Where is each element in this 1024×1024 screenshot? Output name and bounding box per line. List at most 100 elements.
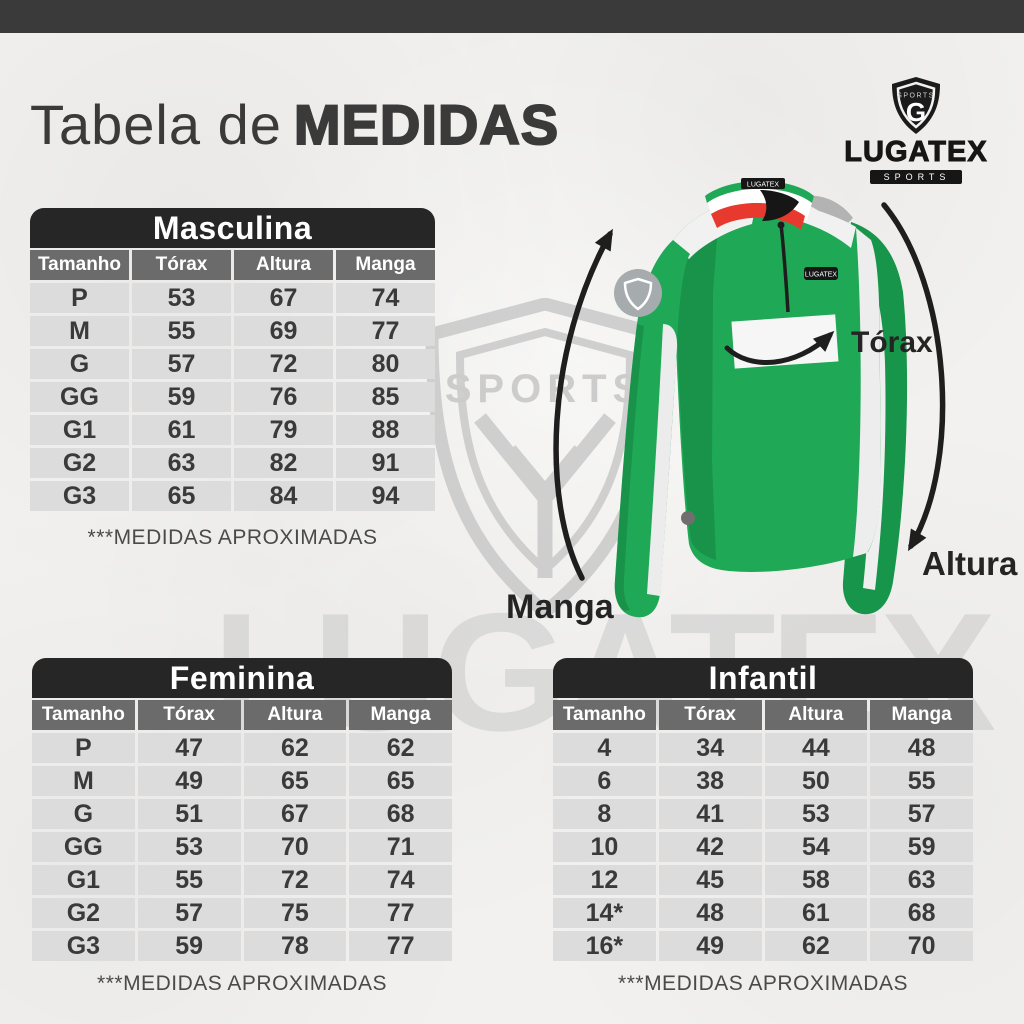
- brand-tagline: SPORTS: [869, 170, 963, 184]
- value-cell: 71: [349, 832, 452, 862]
- column-header: Tórax: [132, 250, 231, 280]
- size-cell: P: [30, 283, 129, 313]
- value-cell: 72: [243, 865, 347, 895]
- size-cell: G: [30, 349, 129, 379]
- size-cell: 16*: [553, 931, 656, 961]
- value-cell: 49: [658, 931, 762, 961]
- value-cell: 57: [870, 799, 973, 829]
- value-cell: 59: [870, 832, 973, 862]
- value-cell: 88: [336, 415, 435, 445]
- value-cell: 55: [870, 766, 973, 796]
- value-cell: 94: [336, 481, 435, 511]
- manga-label: Manga: [506, 588, 614, 626]
- size-table-masculina: Masculina Tamanho Tórax Altura Manga P 53 67 74…: [30, 208, 435, 511]
- size-cell: 14*: [553, 898, 656, 928]
- value-cell: 78: [243, 931, 347, 961]
- value-cell: 55: [132, 316, 231, 346]
- value-cell: 44: [764, 733, 868, 763]
- size-cell: 4: [553, 733, 656, 763]
- column-header: Altura: [234, 250, 333, 280]
- size-cell: G2: [30, 448, 129, 478]
- column-header: Manga: [870, 700, 973, 730]
- table-note: ***MEDIDAS APROXIMADAS: [87, 526, 378, 549]
- value-cell: 65: [243, 766, 347, 796]
- altura-label: Altura: [922, 545, 1018, 582]
- value-cell: 76: [234, 382, 333, 412]
- column-header: Altura: [764, 700, 868, 730]
- table-title: Infantil: [553, 658, 973, 698]
- value-cell: 41: [658, 799, 762, 829]
- value-cell: 77: [349, 898, 452, 928]
- watermark-shield-text: SPORTS: [445, 367, 645, 411]
- watermark-shield: SPORTS: [425, 298, 665, 618]
- value-cell: 62: [764, 931, 868, 961]
- column-header: Tamanho: [553, 700, 656, 730]
- value-cell: 50: [764, 766, 868, 796]
- torax-arrow: [724, 330, 835, 365]
- brand-name: LUGATEX: [844, 136, 988, 168]
- value-cell: 34: [658, 733, 762, 763]
- value-cell: 82: [234, 448, 333, 478]
- size-cell: P: [32, 733, 135, 763]
- value-cell: 63: [870, 865, 973, 895]
- value-cell: 51: [137, 799, 241, 829]
- size-cell: 6: [553, 766, 656, 796]
- value-cell: 55: [137, 865, 241, 895]
- value-cell: 38: [658, 766, 762, 796]
- value-cell: 69: [234, 316, 333, 346]
- column-header: Tamanho: [32, 700, 135, 730]
- value-cell: 80: [336, 349, 435, 379]
- value-cell: 68: [870, 898, 973, 928]
- value-cell: 74: [336, 283, 435, 313]
- table-note: ***MEDIDAS APROXIMADAS: [97, 972, 387, 995]
- size-cell: M: [30, 316, 129, 346]
- table-title: Feminina: [32, 658, 452, 698]
- value-cell: 47: [137, 733, 241, 763]
- brand-monogram: G: [906, 97, 926, 127]
- size-cell: G1: [30, 415, 129, 445]
- measurement-arrows: [553, 202, 946, 581]
- value-cell: 54: [764, 832, 868, 862]
- value-cell: 77: [336, 316, 435, 346]
- value-cell: 65: [349, 766, 452, 796]
- value-cell: 42: [658, 832, 762, 862]
- value-cell: 72: [234, 349, 333, 379]
- value-cell: 62: [243, 733, 347, 763]
- value-cell: 62: [349, 733, 452, 763]
- column-header: Tórax: [658, 700, 762, 730]
- table-title: Masculina: [30, 208, 435, 248]
- table-grid: Tamanho Tórax Altura Manga P 53 67 74 M 55 69 77 G 57…: [30, 250, 435, 511]
- value-cell: 57: [137, 898, 241, 928]
- page-title: Tabela de MEDIDAS: [30, 92, 559, 157]
- value-cell: 57: [132, 349, 231, 379]
- size-cell: 10: [553, 832, 656, 862]
- size-table-feminina: Feminina Tamanho Tórax Altura Manga P 47 62 62 M…: [32, 658, 452, 961]
- column-header: Manga: [349, 700, 452, 730]
- value-cell: 58: [764, 865, 868, 895]
- column-header: Manga: [336, 250, 435, 280]
- value-cell: 45: [658, 865, 762, 895]
- table-grid: Tamanho Tórax Altura Manga 4 34 44 48 6 38 50 55 8 41…: [553, 700, 973, 961]
- shirt-illustration: LUGATEX LUGATEX: [614, 178, 908, 618]
- value-cell: 48: [658, 898, 762, 928]
- size-cell: GG: [32, 832, 135, 862]
- brand-shield-band-text: SPORTS: [897, 93, 935, 100]
- value-cell: 74: [349, 865, 452, 895]
- size-cell: G3: [32, 931, 135, 961]
- value-cell: 70: [870, 931, 973, 961]
- brand-shield-icon: SPORTS G: [892, 77, 940, 134]
- value-cell: 48: [870, 733, 973, 763]
- top-frame-bar: [0, 0, 1024, 33]
- value-cell: 84: [234, 481, 333, 511]
- value-cell: 75: [243, 898, 347, 928]
- page-title-light: Tabela de: [30, 93, 282, 156]
- column-header: Tamanho: [30, 250, 129, 280]
- value-cell: 91: [336, 448, 435, 478]
- size-table-infantil: Infantil Tamanho Tórax Altura Manga 4 34 44 48 6…: [553, 658, 973, 961]
- value-cell: 67: [243, 799, 347, 829]
- altura-arrow: [881, 202, 946, 552]
- value-cell: 63: [132, 448, 231, 478]
- value-cell: 61: [764, 898, 868, 928]
- value-cell: 53: [764, 799, 868, 829]
